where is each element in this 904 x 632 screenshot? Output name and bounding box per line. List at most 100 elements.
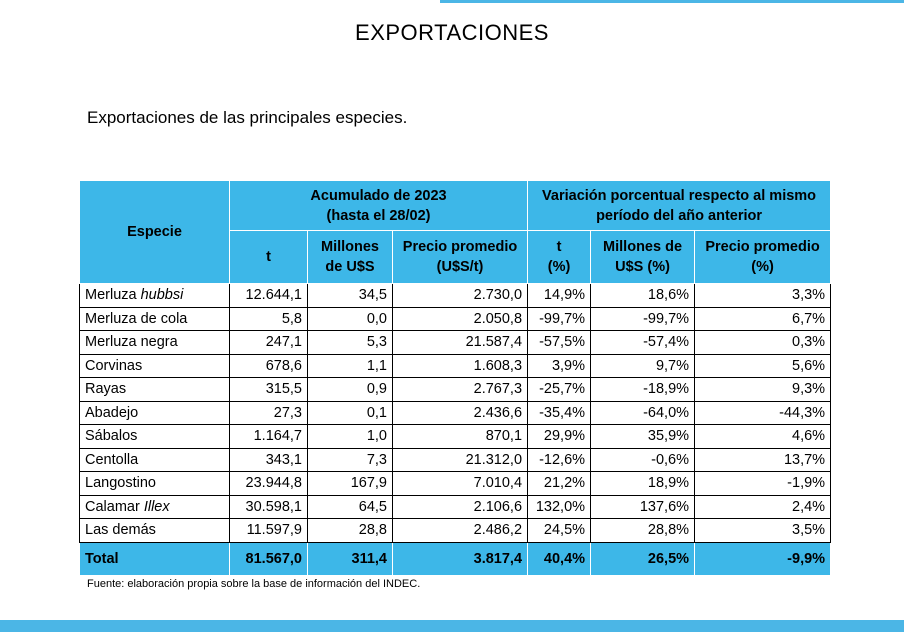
cell-var-precio: 13,7% <box>694 447 832 472</box>
table-row: Rayas 315,5 0,9 2.767,3 -25,7% -18,9% 9,3% <box>79 377 832 402</box>
cell-var-t: 24,5% <box>527 518 592 543</box>
cell-t: 12.644,1 <box>229 283 308 308</box>
cell-especie: Merluza hubbsi <box>79 283 230 308</box>
cell-var-t: -12,6% <box>527 447 592 472</box>
cell-var-t: -57,5% <box>527 330 592 355</box>
cell-precio: 21.587,4 <box>391 330 529 355</box>
top-accent-line <box>440 0 904 3</box>
cell-especie: Rayas <box>79 377 230 402</box>
cell-var-precio: 2,4% <box>694 494 832 519</box>
cell-millones: 0,0 <box>307 306 393 331</box>
total-precio: 3.817,4 <box>391 541 529 576</box>
total-t: 81.567,0 <box>229 541 308 576</box>
table-row: Calamar Illex 30.598,1 64,5 2.106,6 132,0% 13… <box>79 494 832 519</box>
cell-especie: Langostino <box>79 471 230 496</box>
header-acumulado: Acumulado de 2023 (hasta el 28/02) <box>228 180 529 231</box>
cell-millones: 7,3 <box>307 447 393 472</box>
bottom-accent-bar <box>0 620 904 632</box>
cell-precio: 2.486,2 <box>391 518 529 543</box>
cell-millones: 0,1 <box>307 400 393 425</box>
cell-millones: 64,5 <box>307 494 393 519</box>
cell-var-precio: 6,7% <box>694 306 832 331</box>
table-row: Corvinas 678,6 1,1 1.608,3 3,9% 9,7% 5,6% <box>79 353 832 378</box>
total-var-millones: 26,5% <box>590 541 696 576</box>
cell-millones: 5,3 <box>307 330 393 355</box>
cell-var-t: -25,7% <box>527 377 592 402</box>
total-var-precio: -9,9% <box>694 541 832 576</box>
table-row: Merluza hubbsi 12.644,1 34,5 2.730,0 14,9% 18… <box>79 283 832 308</box>
cell-precio: 870,1 <box>391 424 529 449</box>
cell-especie: Las demás <box>79 518 230 543</box>
cell-precio: 2.106,6 <box>391 494 529 519</box>
cell-precio: 7.010,4 <box>391 471 529 496</box>
cell-var-precio: 5,6% <box>694 353 832 378</box>
table-row: Las demás 11.597,9 28,8 2.486,2 24,5% 28,8% 3,… <box>79 518 832 543</box>
cell-var-millones: -18,9% <box>590 377 696 402</box>
cell-var-millones: -99,7% <box>590 306 696 331</box>
header-precio: Precio promedio (U$S/t) <box>391 230 529 284</box>
cell-t: 315,5 <box>229 377 308 402</box>
cell-precio: 21.312,0 <box>391 447 529 472</box>
cell-var-precio: 4,6% <box>694 424 832 449</box>
cell-var-millones: 137,6% <box>590 494 696 519</box>
cell-t: 247,1 <box>229 330 308 355</box>
cell-var-precio: 0,3% <box>694 330 832 355</box>
table-subtitle: Exportaciones de las principales especie… <box>87 108 408 127</box>
cell-t: 343,1 <box>229 447 308 472</box>
table-row: Langostino 23.944,8 167,9 7.010,4 21,2% 18,9%… <box>79 471 832 496</box>
cell-t: 678,6 <box>229 353 308 378</box>
cell-var-t: 14,9% <box>527 283 592 308</box>
cell-especie: Calamar Illex <box>79 494 230 519</box>
table-row: Merluza negra 247,1 5,3 21.587,4 -57,5% -57,4… <box>79 330 832 355</box>
cell-t: 5,8 <box>229 306 308 331</box>
cell-t: 11.597,9 <box>229 518 308 543</box>
table-row: Sábalos 1.164,7 1,0 870,1 29,9% 35,9% 4,6% <box>79 424 832 449</box>
cell-var-t: 3,9% <box>527 353 592 378</box>
cell-t: 27,3 <box>229 400 308 425</box>
table-row: Merluza de cola 5,8 0,0 2.050,8 -99,7% -99,7%… <box>79 306 832 331</box>
header-t: t <box>229 230 308 284</box>
cell-especie: Sábalos <box>79 424 230 449</box>
cell-var-millones: 28,8% <box>590 518 696 543</box>
total-label: Total <box>79 541 230 576</box>
cell-precio: 2.050,8 <box>391 306 529 331</box>
header-especie: Especie <box>79 180 230 284</box>
cell-var-t: 29,9% <box>527 424 592 449</box>
cell-precio: 2.767,3 <box>391 377 529 402</box>
cell-millones: 167,9 <box>307 471 393 496</box>
cell-especie: Merluza de cola <box>79 306 230 331</box>
cell-var-precio: 3,3% <box>694 283 832 308</box>
cell-especie: Corvinas <box>79 353 230 378</box>
cell-var-millones: 18,9% <box>590 471 696 496</box>
cell-var-t: 132,0% <box>527 494 592 519</box>
cell-var-millones: -0,6% <box>590 447 696 472</box>
cell-var-t: -35,4% <box>527 400 592 425</box>
cell-var-t: 21,2% <box>527 471 592 496</box>
cell-var-millones: -64,0% <box>590 400 696 425</box>
page-title: EXPORTACIONES <box>355 20 549 45</box>
header-millones: Millones de U$S <box>307 230 393 284</box>
cell-var-t: -99,7% <box>527 306 592 331</box>
cell-var-precio: -1,9% <box>694 471 832 496</box>
cell-var-precio: 9,3% <box>694 377 832 402</box>
source-note: Fuente: elaboración propia sobre la base… <box>87 578 421 590</box>
cell-var-millones: 18,6% <box>590 283 696 308</box>
header-var-t: t (%) <box>527 230 592 284</box>
table-row: Centolla 343,1 7,3 21.312,0 -12,6% -0,6% 13,7% <box>79 447 832 472</box>
total-row: Total 81.567,0 311,4 3.817,4 40,4% 26,5%… <box>79 541 832 576</box>
cell-millones: 1,1 <box>307 353 393 378</box>
cell-var-precio: 3,5% <box>694 518 832 543</box>
cell-especie: Merluza negra <box>79 330 230 355</box>
cell-millones: 1,0 <box>307 424 393 449</box>
cell-t: 30.598,1 <box>229 494 308 519</box>
cell-var-millones: 9,7% <box>590 353 696 378</box>
cell-t: 23.944,8 <box>229 471 308 496</box>
header-var-precio: Precio promedio (%) <box>694 230 832 284</box>
table-row: Abadejo 27,3 0,1 2.436,6 -35,4% -64,0% -44,3% <box>79 400 832 425</box>
cell-precio: 2.730,0 <box>391 283 529 308</box>
total-millones: 311,4 <box>307 541 393 576</box>
exports-table: Especie Acumulado de 2023 (hasta el 28/02… <box>79 180 832 576</box>
cell-millones: 28,8 <box>307 518 393 543</box>
cell-var-millones: -57,4% <box>590 330 696 355</box>
cell-t: 1.164,7 <box>229 424 308 449</box>
